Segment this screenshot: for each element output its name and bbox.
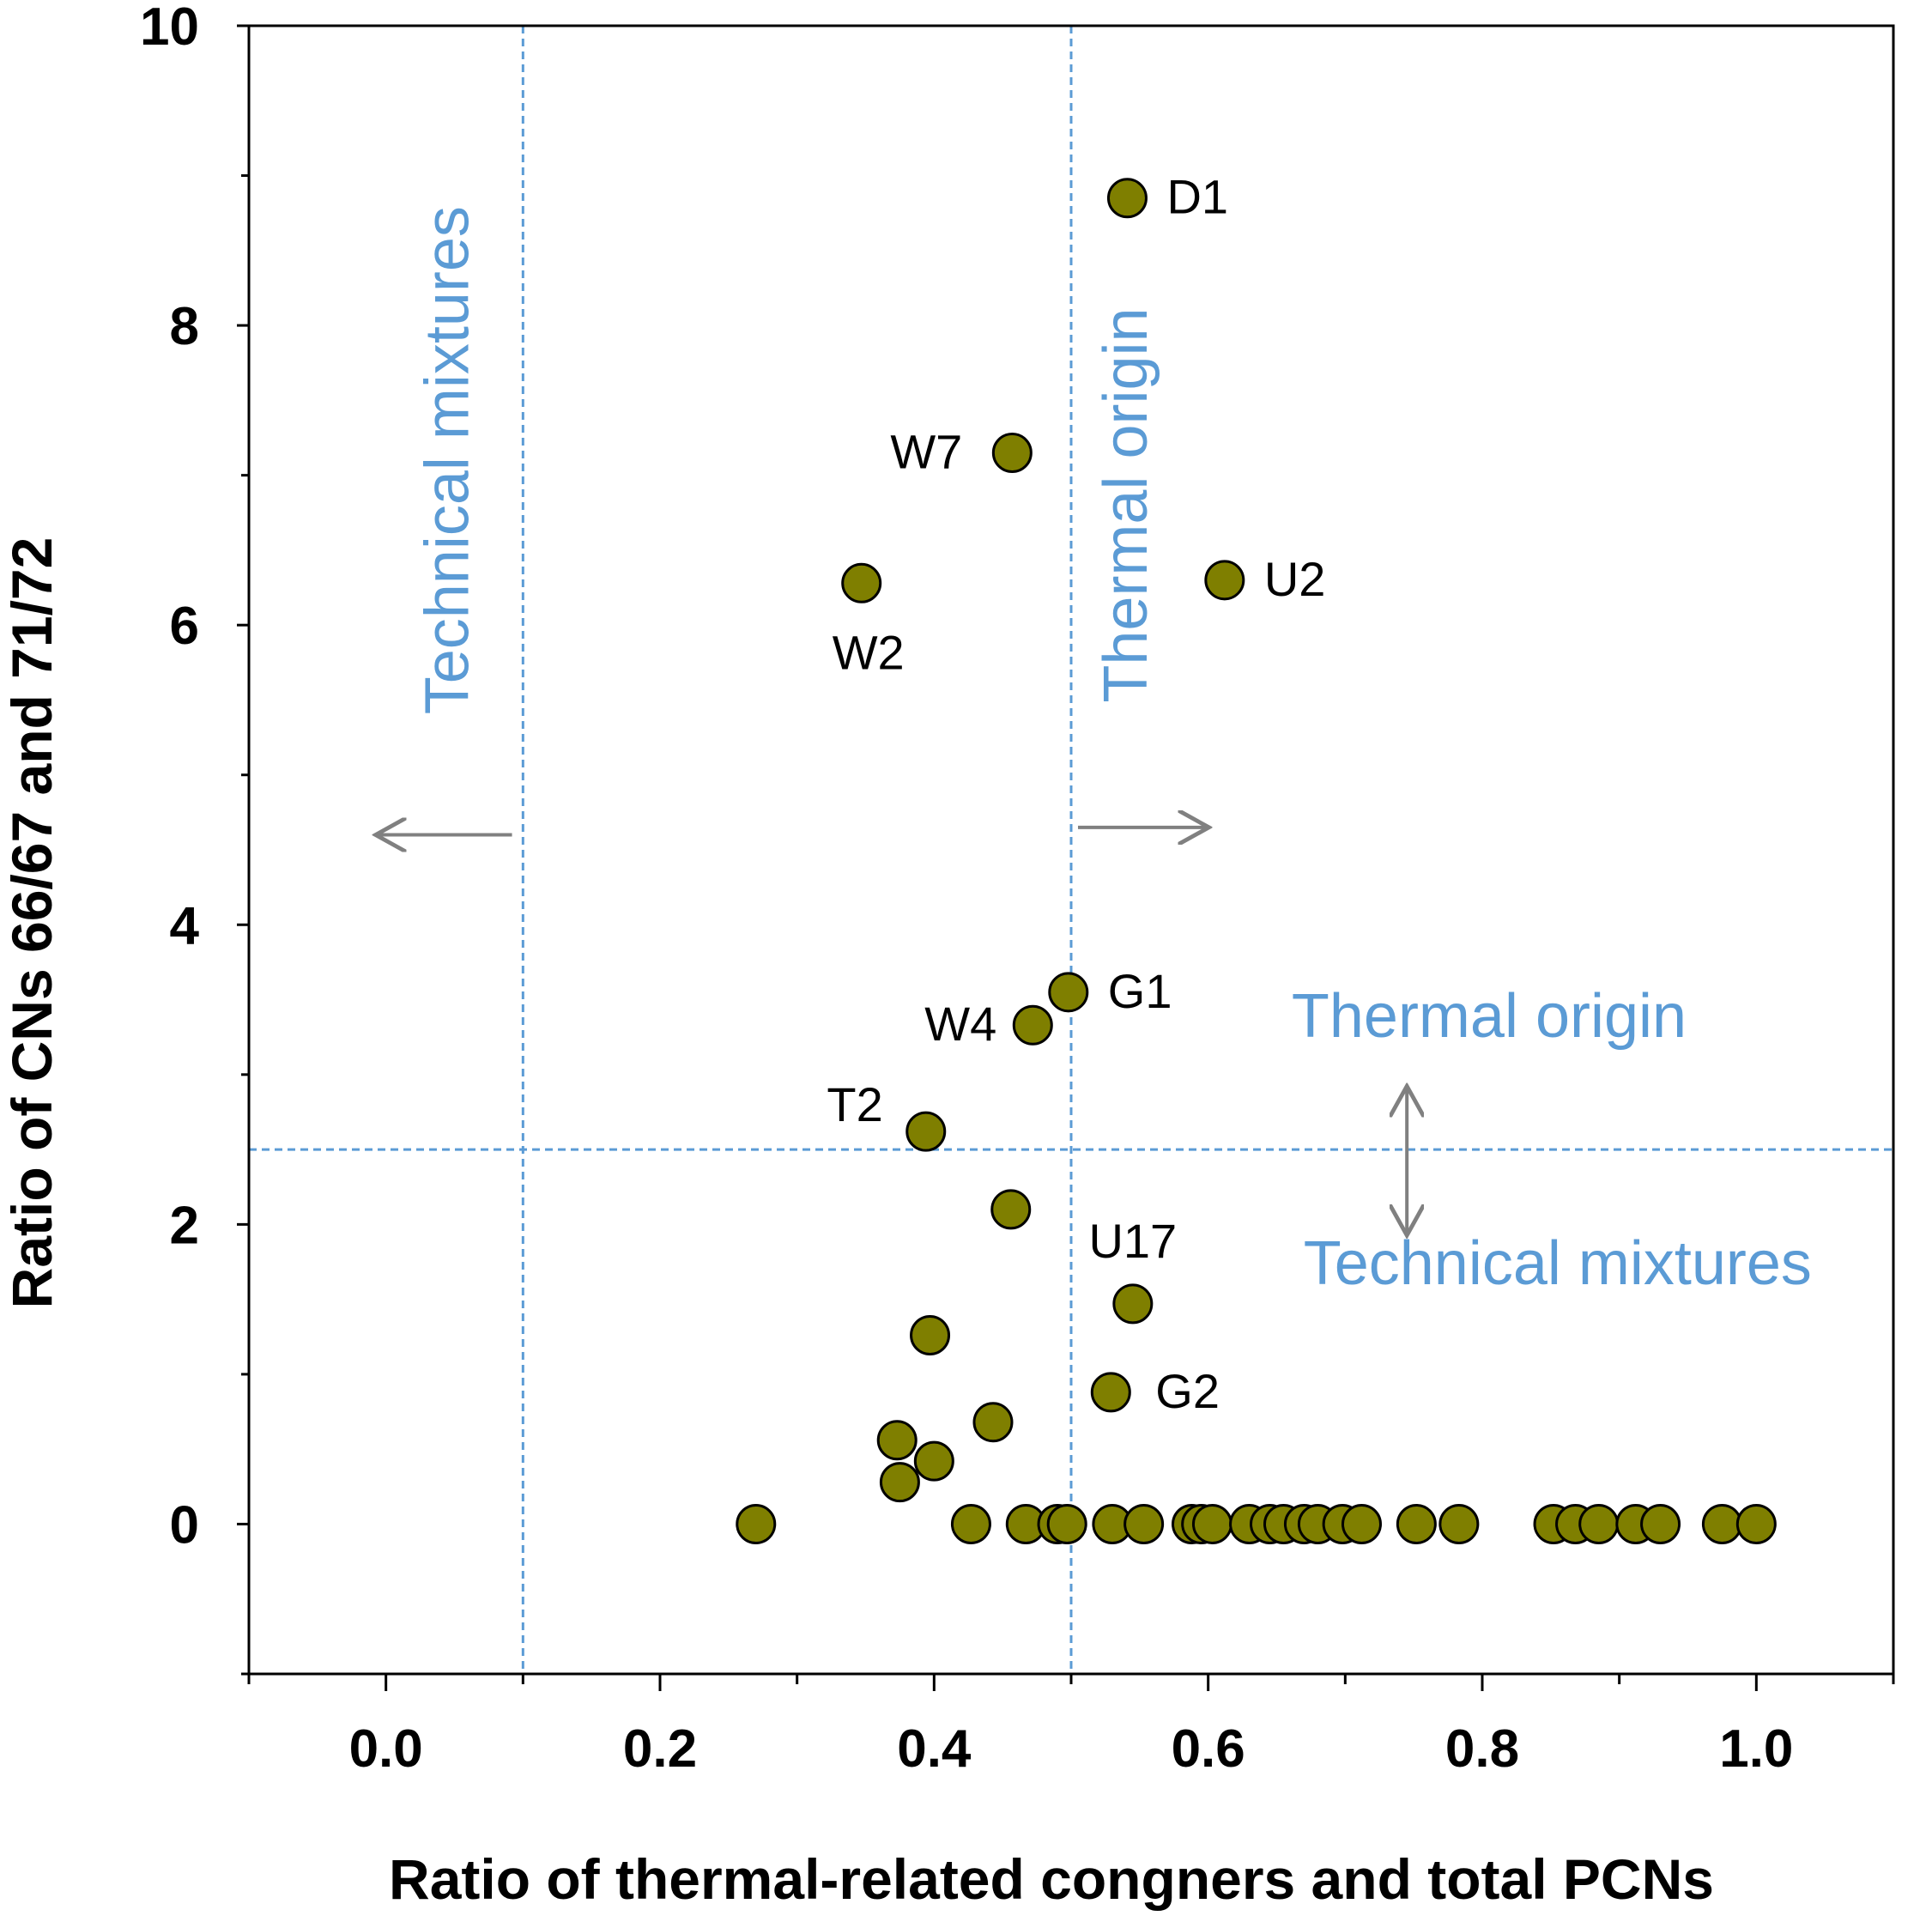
y-tick-label: 4 [170, 896, 200, 955]
data-points [736, 178, 1777, 1544]
y-axis-title: Ratio of CNs 66/67 and 71/72 [0, 537, 64, 1309]
y-tick-label: 0 [170, 1495, 199, 1555]
data-point [1123, 1503, 1165, 1544]
data-point [972, 1402, 1014, 1443]
point-label-u2: U2 [1264, 552, 1326, 606]
y-tick-label: 8 [170, 297, 199, 356]
data-point [913, 1440, 954, 1482]
point-label-d1: D1 [1166, 170, 1228, 224]
x-tick-label: 0.4 [897, 1719, 972, 1779]
point-label-g2: G2 [1155, 1364, 1220, 1418]
region-label: Technical mixtures [413, 206, 481, 714]
data-point-w2 [841, 562, 882, 603]
x-tick-label: 0.6 [1172, 1719, 1245, 1779]
data-point [1191, 1503, 1232, 1544]
y-tick-label: 10 [140, 0, 199, 57]
x-tick-label: 0.8 [1445, 1719, 1519, 1779]
region-label: Thermal origin [1092, 307, 1160, 702]
x-axis-title: Ratio of thermal-related congners and to… [389, 1847, 1714, 1911]
y-tick-label: 6 [170, 597, 199, 656]
data-point [1735, 1503, 1777, 1544]
region-label: Thermal origin [1292, 982, 1687, 1051]
x-tick-label: 0.0 [349, 1719, 423, 1779]
data-point [950, 1503, 991, 1544]
data-point-g2 [1090, 1372, 1131, 1413]
point-label-g1: G1 [1108, 964, 1172, 1018]
x-tick-label: 0.2 [623, 1719, 697, 1779]
y-tick-label: 2 [170, 1196, 199, 1255]
data-point-u2 [1204, 560, 1245, 601]
data-point-u17 [1112, 1283, 1154, 1325]
x-axis: 0.0 0.2 0.4 0.6 0.8 1.0 [247, 1674, 1895, 1779]
data-point [1438, 1503, 1480, 1544]
data-point [1701, 1503, 1742, 1544]
data-point-w7 [991, 432, 1033, 473]
region-label: Technical mixtures [1304, 1229, 1812, 1298]
data-point [1396, 1503, 1437, 1544]
data-point-w4 [1012, 1004, 1053, 1046]
data-point [879, 1462, 920, 1503]
data-point-d1 [1106, 178, 1148, 219]
data-point [990, 1189, 1032, 1230]
data-point-g1 [1048, 972, 1089, 1013]
y-axis: 0 2 4 6 8 10 [140, 0, 249, 1676]
data-point [1578, 1503, 1620, 1544]
data-point [1640, 1503, 1681, 1544]
point-label-w7: W7 [890, 424, 962, 478]
data-point [876, 1420, 918, 1461]
point-labels: D1 W7 W2 U2 G1 W4 T2 U17 G2 [827, 170, 1325, 1418]
data-point-t2 [905, 1111, 947, 1152]
x-tick-label: 1.0 [1719, 1719, 1793, 1779]
point-label-t2: T2 [827, 1077, 882, 1131]
region-labels: Technical mixtures Thermal origin Thermal … [413, 206, 1811, 1298]
point-label-w2: W2 [833, 625, 905, 679]
arrows [379, 828, 1408, 1232]
data-point [1341, 1503, 1382, 1544]
data-point [1046, 1503, 1087, 1544]
point-label-u17: U17 [1088, 1214, 1177, 1268]
data-point [736, 1503, 777, 1544]
data-point [910, 1315, 951, 1356]
reference-lines [249, 26, 1893, 1674]
point-label-w4: W4 [924, 997, 996, 1051]
